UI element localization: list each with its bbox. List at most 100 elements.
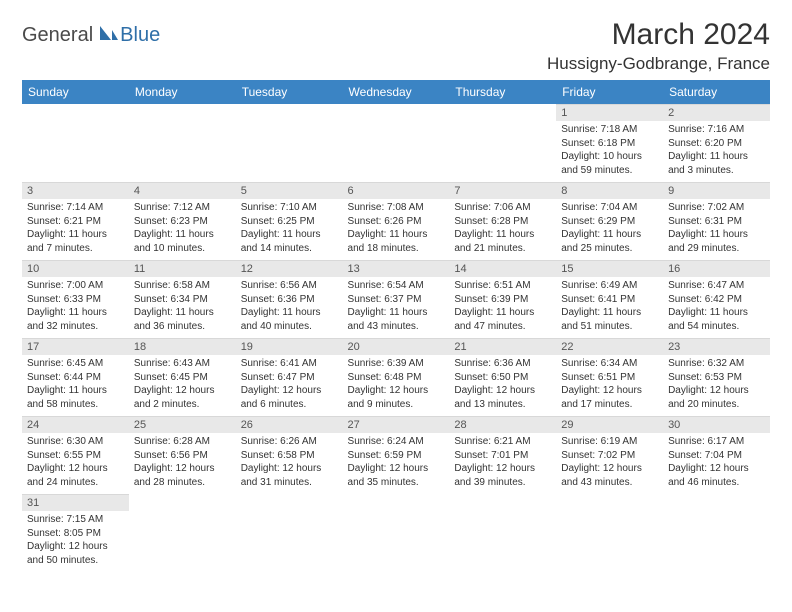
calendar-cell: 16Sunrise: 6:47 AMSunset: 6:42 PMDayligh…: [663, 260, 770, 338]
calendar-cell: 12Sunrise: 6:56 AMSunset: 6:36 PMDayligh…: [236, 260, 343, 338]
calendar-cell: 5Sunrise: 7:10 AMSunset: 6:25 PMDaylight…: [236, 182, 343, 260]
sunset-line: Sunset: 6:51 PM: [561, 371, 658, 385]
calendar-table: Sunday Monday Tuesday Wednesday Thursday…: [22, 80, 770, 572]
location: Hussigny-Godbrange, France: [547, 54, 770, 74]
sunset-line: Sunset: 6:45 PM: [134, 371, 231, 385]
sunrise-line: Sunrise: 6:56 AM: [241, 279, 338, 293]
day-header: Thursday: [449, 80, 556, 104]
daylight-line: Daylight: 11 hours and 40 minutes.: [241, 306, 338, 333]
daylight-line: Daylight: 11 hours and 54 minutes.: [668, 306, 765, 333]
calendar-cell: 13Sunrise: 6:54 AMSunset: 6:37 PMDayligh…: [343, 260, 450, 338]
day-number: 16: [663, 260, 770, 277]
day-number: 28: [449, 416, 556, 433]
day-number: 24: [22, 416, 129, 433]
day-number: 6: [343, 182, 450, 199]
daylight-line: Daylight: 11 hours and 7 minutes.: [27, 228, 124, 255]
daylight-line: Daylight: 12 hours and 39 minutes.: [454, 462, 551, 489]
sunrise-line: Sunrise: 6:30 AM: [27, 435, 124, 449]
day-details: Sunrise: 7:02 AMSunset: 6:31 PMDaylight:…: [663, 199, 770, 259]
daylight-line: Daylight: 11 hours and 32 minutes.: [27, 306, 124, 333]
sunset-line: Sunset: 6:53 PM: [668, 371, 765, 385]
day-header: Saturday: [663, 80, 770, 104]
sunset-line: Sunset: 7:02 PM: [561, 449, 658, 463]
day-details: Sunrise: 7:10 AMSunset: 6:25 PMDaylight:…: [236, 199, 343, 259]
day-number: 26: [236, 416, 343, 433]
day-details: Sunrise: 6:54 AMSunset: 6:37 PMDaylight:…: [343, 277, 450, 337]
calendar-cell: 25Sunrise: 6:28 AMSunset: 6:56 PMDayligh…: [129, 416, 236, 494]
day-header: Sunday: [22, 80, 129, 104]
logo-text-blue: Blue: [120, 24, 160, 47]
sunset-line: Sunset: 7:01 PM: [454, 449, 551, 463]
day-details: Sunrise: 7:00 AMSunset: 6:33 PMDaylight:…: [22, 277, 129, 337]
day-header: Tuesday: [236, 80, 343, 104]
daylight-line: Daylight: 12 hours and 50 minutes.: [27, 540, 124, 567]
day-number: 11: [129, 260, 236, 277]
title-block: March 2024 Hussigny-Godbrange, France: [547, 18, 770, 74]
sunset-line: Sunset: 6:58 PM: [241, 449, 338, 463]
sunset-line: Sunset: 6:55 PM: [27, 449, 124, 463]
day-header: Monday: [129, 80, 236, 104]
day-details: Sunrise: 6:58 AMSunset: 6:34 PMDaylight:…: [129, 277, 236, 337]
day-number: 5: [236, 182, 343, 199]
daylight-line: Daylight: 11 hours and 3 minutes.: [668, 150, 765, 177]
sunrise-line: Sunrise: 6:28 AM: [134, 435, 231, 449]
day-details: Sunrise: 6:21 AMSunset: 7:01 PMDaylight:…: [449, 433, 556, 493]
day-number: 25: [129, 416, 236, 433]
calendar-row: 1Sunrise: 7:18 AMSunset: 6:18 PMDaylight…: [22, 104, 770, 182]
day-number: 31: [22, 494, 129, 511]
calendar-cell: 24Sunrise: 6:30 AMSunset: 6:55 PMDayligh…: [22, 416, 129, 494]
sunset-line: Sunset: 6:34 PM: [134, 293, 231, 307]
calendar-cell: 6Sunrise: 7:08 AMSunset: 6:26 PMDaylight…: [343, 182, 450, 260]
calendar-cell: [129, 494, 236, 572]
day-number: 27: [343, 416, 450, 433]
day-number: 3: [22, 182, 129, 199]
calendar-cell: 20Sunrise: 6:39 AMSunset: 6:48 PMDayligh…: [343, 338, 450, 416]
day-details: Sunrise: 7:08 AMSunset: 6:26 PMDaylight:…: [343, 199, 450, 259]
calendar-cell: 10Sunrise: 7:00 AMSunset: 6:33 PMDayligh…: [22, 260, 129, 338]
sunset-line: Sunset: 6:29 PM: [561, 215, 658, 229]
calendar-cell: 8Sunrise: 7:04 AMSunset: 6:29 PMDaylight…: [556, 182, 663, 260]
sunset-line: Sunset: 6:39 PM: [454, 293, 551, 307]
sunrise-line: Sunrise: 7:15 AM: [27, 513, 124, 527]
calendar-cell: 9Sunrise: 7:02 AMSunset: 6:31 PMDaylight…: [663, 182, 770, 260]
calendar-cell: 27Sunrise: 6:24 AMSunset: 6:59 PMDayligh…: [343, 416, 450, 494]
sunrise-line: Sunrise: 7:16 AM: [668, 123, 765, 137]
sunrise-line: Sunrise: 6:41 AM: [241, 357, 338, 371]
calendar-cell: 26Sunrise: 6:26 AMSunset: 6:58 PMDayligh…: [236, 416, 343, 494]
sunset-line: Sunset: 6:48 PM: [348, 371, 445, 385]
daylight-line: Daylight: 12 hours and 46 minutes.: [668, 462, 765, 489]
day-number: 30: [663, 416, 770, 433]
sunrise-line: Sunrise: 6:43 AM: [134, 357, 231, 371]
logo-sail-icon: [98, 24, 118, 47]
logo-text-general: General: [22, 24, 93, 47]
header: General Blue March 2024 Hussigny-Godbran…: [22, 18, 770, 74]
day-details: Sunrise: 6:47 AMSunset: 6:42 PMDaylight:…: [663, 277, 770, 337]
day-header: Wednesday: [343, 80, 450, 104]
daylight-line: Daylight: 12 hours and 31 minutes.: [241, 462, 338, 489]
day-number: 13: [343, 260, 450, 277]
daylight-line: Daylight: 12 hours and 24 minutes.: [27, 462, 124, 489]
calendar-cell: 31Sunrise: 7:15 AMSunset: 8:05 PMDayligh…: [22, 494, 129, 572]
day-details: Sunrise: 6:30 AMSunset: 6:55 PMDaylight:…: [22, 433, 129, 493]
day-details: Sunrise: 6:41 AMSunset: 6:47 PMDaylight:…: [236, 355, 343, 415]
day-details: Sunrise: 6:45 AMSunset: 6:44 PMDaylight:…: [22, 355, 129, 415]
calendar-cell: [236, 104, 343, 182]
sunrise-line: Sunrise: 7:10 AM: [241, 201, 338, 215]
sunset-line: Sunset: 6:36 PM: [241, 293, 338, 307]
calendar-cell: 18Sunrise: 6:43 AMSunset: 6:45 PMDayligh…: [129, 338, 236, 416]
day-number: 17: [22, 338, 129, 355]
day-number: 15: [556, 260, 663, 277]
sunrise-line: Sunrise: 6:39 AM: [348, 357, 445, 371]
day-number: 21: [449, 338, 556, 355]
calendar-row: 17Sunrise: 6:45 AMSunset: 6:44 PMDayligh…: [22, 338, 770, 416]
day-details: Sunrise: 6:17 AMSunset: 7:04 PMDaylight:…: [663, 433, 770, 493]
calendar-row: 24Sunrise: 6:30 AMSunset: 6:55 PMDayligh…: [22, 416, 770, 494]
daylight-line: Daylight: 12 hours and 28 minutes.: [134, 462, 231, 489]
daylight-line: Daylight: 12 hours and 9 minutes.: [348, 384, 445, 411]
logo: General Blue: [22, 24, 160, 47]
day-details: Sunrise: 6:24 AMSunset: 6:59 PMDaylight:…: [343, 433, 450, 493]
sunrise-line: Sunrise: 7:02 AM: [668, 201, 765, 215]
day-details: Sunrise: 6:43 AMSunset: 6:45 PMDaylight:…: [129, 355, 236, 415]
calendar-cell: 29Sunrise: 6:19 AMSunset: 7:02 PMDayligh…: [556, 416, 663, 494]
daylight-line: Daylight: 11 hours and 10 minutes.: [134, 228, 231, 255]
